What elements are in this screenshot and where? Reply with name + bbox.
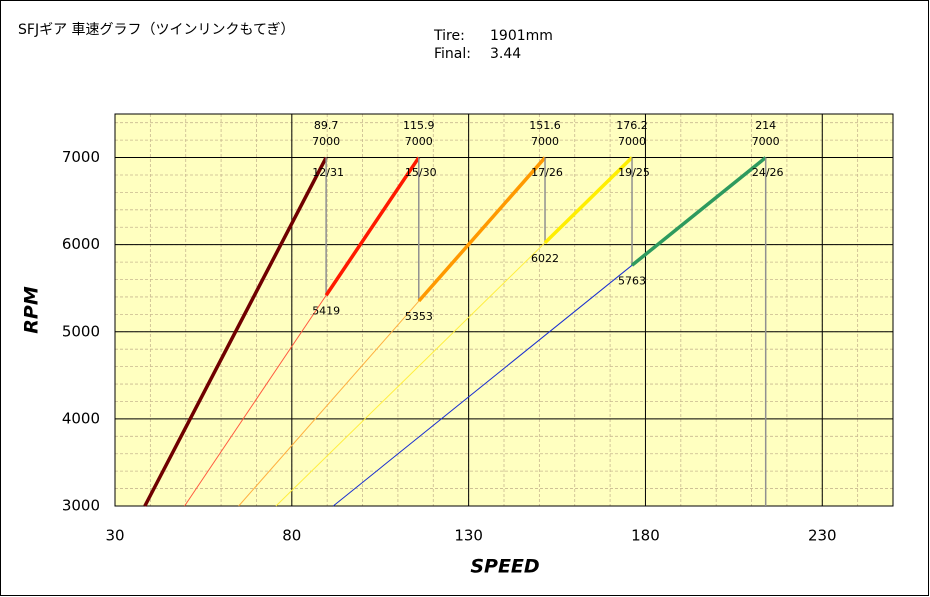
y-tick-label: 3000 bbox=[62, 497, 100, 515]
speed-label: 115.9 bbox=[403, 119, 435, 132]
rpm-label: 7000 bbox=[405, 135, 433, 148]
x-tick-label: 230 bbox=[808, 527, 837, 545]
ratio-label: 19/25 bbox=[618, 166, 650, 179]
ratio-label: 17/26 bbox=[531, 166, 563, 179]
x-tick-label: 130 bbox=[454, 527, 483, 545]
y-tick-label: 7000 bbox=[62, 148, 100, 166]
speed-label: 176.2 bbox=[616, 119, 648, 132]
ratio-label: 12/31 bbox=[312, 166, 344, 179]
x-axis-title: SPEED bbox=[470, 556, 539, 578]
x-tick-label: 180 bbox=[631, 527, 660, 545]
x-tick-label: 80 bbox=[282, 527, 301, 545]
y-axis-title: RPM bbox=[21, 286, 43, 334]
tire-value: 1901mm bbox=[490, 28, 553, 44]
gear-extension bbox=[184, 294, 327, 507]
gear-line bbox=[417, 156, 547, 303]
x-tick-label: 30 bbox=[105, 527, 124, 545]
speed-label: 214 bbox=[755, 119, 776, 132]
final-label: Final: bbox=[434, 46, 471, 62]
gear-extension bbox=[332, 264, 633, 507]
chart-title: SFJギア 車速グラフ（ツインリンクもてぎ） bbox=[18, 21, 295, 38]
gear-extension bbox=[275, 242, 546, 507]
shift-rpm-label: 5353 bbox=[405, 310, 433, 323]
y-tick-label: 6000 bbox=[62, 235, 100, 253]
rpm-label: 7000 bbox=[312, 135, 340, 148]
final-value: 3.44 bbox=[490, 46, 521, 62]
gear-line bbox=[324, 156, 421, 297]
gear-extension bbox=[238, 300, 420, 507]
gear-line bbox=[143, 156, 328, 507]
rpm-label: 7000 bbox=[531, 135, 559, 148]
ratio-label: 24/26 bbox=[752, 166, 784, 179]
y-tick-label: 5000 bbox=[62, 322, 100, 340]
shift-rpm-label: 5763 bbox=[618, 274, 646, 287]
gear-line bbox=[630, 156, 767, 267]
rpm-label: 7000 bbox=[752, 135, 780, 148]
shift-rpm-label: 6022 bbox=[531, 252, 559, 265]
speed-label: 151.6 bbox=[529, 119, 561, 132]
ratio-label: 15/30 bbox=[405, 166, 437, 179]
plot-border bbox=[114, 113, 894, 507]
tire-label: Tire: bbox=[433, 28, 465, 44]
gear-line bbox=[543, 156, 634, 245]
speed-label: 89.7 bbox=[314, 119, 339, 132]
shift-rpm-label: 5419 bbox=[312, 304, 340, 317]
y-tick-label: 4000 bbox=[62, 409, 100, 427]
rpm-label: 7000 bbox=[618, 135, 646, 148]
